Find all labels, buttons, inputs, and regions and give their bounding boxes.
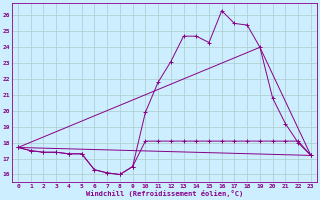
X-axis label: Windchill (Refroidissement éolien,°C): Windchill (Refroidissement éolien,°C): [86, 190, 243, 197]
